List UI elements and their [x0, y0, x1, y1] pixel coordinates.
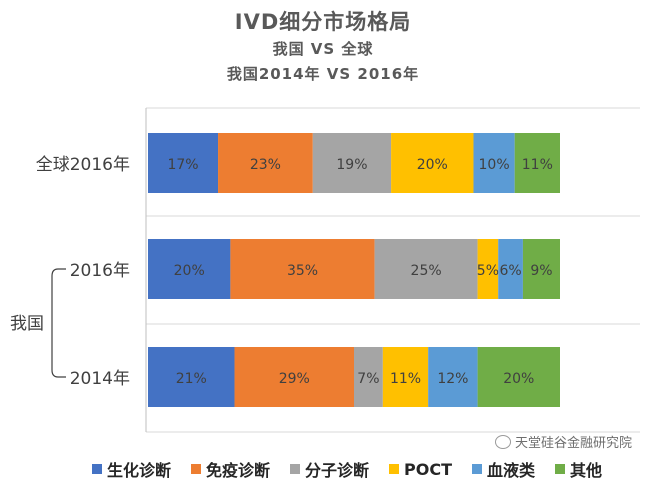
- legend-swatch: [389, 464, 400, 474]
- bar-segment-1-5: [522, 239, 560, 299]
- legend-swatch: [92, 464, 102, 474]
- bar-segment-1-2: [374, 239, 478, 299]
- data-label-2-3: 11%: [390, 371, 421, 387]
- data-label-2-4: 12%: [437, 371, 468, 387]
- bar-segment-1-3: [477, 239, 499, 299]
- bar-segment-2-0: [148, 347, 235, 407]
- bar-segment-1-0: [148, 239, 231, 299]
- legend-item-4: 血液类: [472, 457, 535, 481]
- legend-item-3: POCT: [389, 457, 452, 481]
- chart-subtitle-2: 我国2014年 VS 2016年: [226, 65, 420, 83]
- bar-segment-0-2: [312, 133, 392, 193]
- legend-swatch: [555, 464, 566, 474]
- data-label-2-5: 20%: [503, 371, 534, 387]
- legend-swatch: [290, 464, 301, 474]
- watermark: 天堂硅谷金融研究院: [494, 432, 632, 451]
- data-label-2-2: 7%: [357, 371, 379, 387]
- bar-segment-0-5: [514, 133, 560, 193]
- data-label-0-5: 11%: [522, 157, 553, 173]
- data-label-0-3: 20%: [417, 157, 448, 173]
- legend-label: 生化诊断: [107, 461, 172, 480]
- bar-segment-2-5: [477, 347, 560, 407]
- legend-item-2: 分子诊断: [290, 457, 369, 481]
- bar-segment-0-3: [391, 133, 474, 193]
- data-label-0-1: 23%: [250, 157, 281, 173]
- data-label-2-1: 29%: [279, 371, 310, 387]
- bar-segment-1-4: [498, 239, 523, 299]
- chart-subtitle-1: 我国 VS 全球: [272, 40, 374, 58]
- bar-segment-2-1: [234, 347, 354, 407]
- legend-label: 血液类: [487, 461, 536, 480]
- data-label-1-2: 25%: [411, 263, 442, 279]
- data-label-1-4: 6%: [499, 263, 521, 279]
- data-label-1-0: 20%: [174, 263, 205, 279]
- group-bracket: [51, 268, 66, 378]
- legend-label: POCT: [404, 459, 453, 479]
- data-label-0-4: 10%: [479, 157, 510, 173]
- bar-segment-0-4: [473, 133, 515, 193]
- bar-segment-2-4: [428, 347, 478, 407]
- group-label: 我国: [10, 314, 44, 334]
- legend-item-5: 其他: [555, 457, 602, 481]
- bar-segment-2-3: [382, 347, 429, 407]
- bar-segment-0-1: [218, 133, 313, 193]
- data-label-2-0: 21%: [176, 371, 207, 387]
- category-label-1: 2016年: [70, 261, 130, 281]
- data-label-1-1: 35%: [287, 263, 318, 279]
- legend-swatch: [472, 464, 483, 474]
- wechat-icon: [494, 434, 511, 449]
- data-label-1-5: 9%: [530, 263, 552, 279]
- bar-segment-0-0: [148, 133, 219, 193]
- legend-label: 其他: [570, 461, 603, 480]
- data-label-1-3: 5%: [477, 263, 499, 279]
- watermark-text: 天堂硅谷金融研究院: [514, 436, 632, 451]
- category-label-0: 全球2016年: [36, 155, 130, 175]
- legend-swatch: [191, 464, 202, 474]
- data-label-0-2: 19%: [336, 157, 367, 173]
- chart-legend: 生化诊断 免疫诊断 分子诊断 POCT 血液类 其他: [92, 457, 602, 481]
- legend-label: 分子诊断: [305, 461, 370, 480]
- bar-segment-2-2: [354, 347, 383, 407]
- chart-title: IVD细分市场格局: [234, 10, 412, 34]
- legend-label: 免疫诊断: [206, 461, 271, 480]
- legend-item-1: 免疫诊断: [191, 457, 270, 481]
- data-label-0-0: 17%: [167, 157, 198, 173]
- category-label-2: 2014年: [70, 369, 130, 389]
- bar-segment-1-1: [230, 239, 375, 299]
- legend-item-0: 生化诊断: [92, 457, 171, 481]
